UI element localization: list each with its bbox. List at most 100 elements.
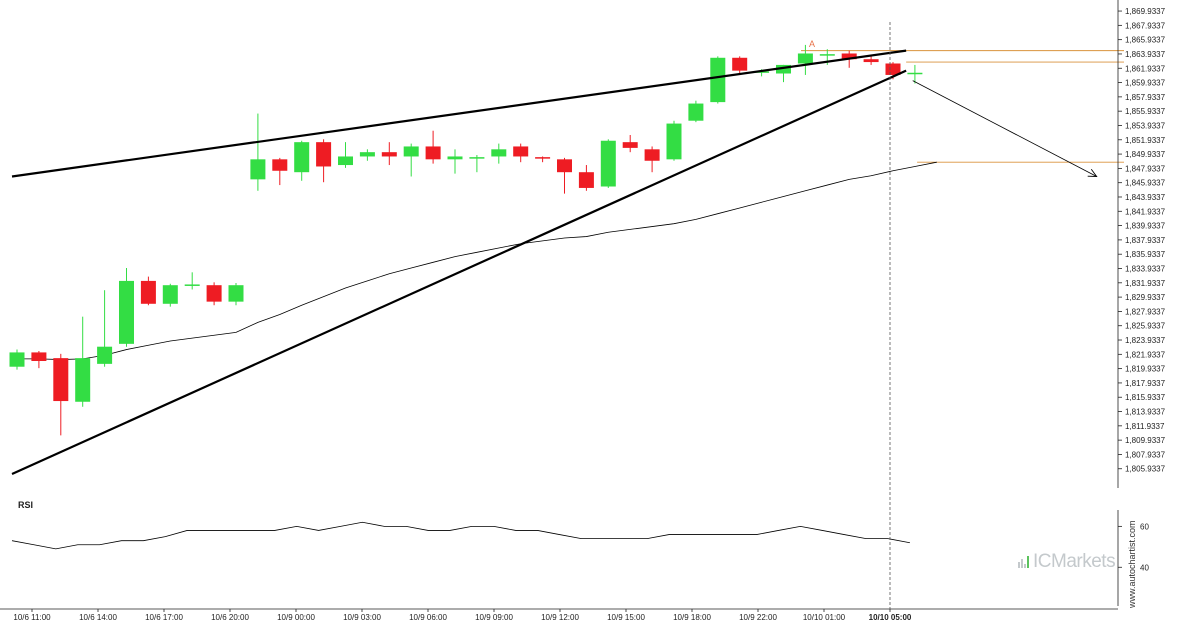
bullish-candle bbox=[338, 142, 353, 168]
price-tick-label: 1,847.9337 bbox=[1125, 164, 1166, 173]
candle-body bbox=[732, 57, 748, 71]
price-tick-label: 1,823.9337 bbox=[1125, 336, 1166, 345]
candle-body bbox=[294, 142, 310, 173]
candle-body bbox=[622, 142, 638, 148]
price-tick-label: 1,841.9337 bbox=[1125, 207, 1166, 216]
price-tick-label: 1,851.9337 bbox=[1125, 136, 1166, 145]
rsi-panel: RSI 60 40 bbox=[11, 500, 1149, 606]
forecast-arrow-head bbox=[1087, 169, 1098, 177]
bearish-candle bbox=[206, 282, 222, 306]
candle-body bbox=[666, 123, 682, 160]
price-tick-label: 1,845.9337 bbox=[1125, 179, 1166, 188]
price-tick-label: 1,849.9337 bbox=[1125, 150, 1166, 159]
price-tick-label: 1,825.9337 bbox=[1125, 322, 1166, 331]
bearish-candle bbox=[578, 165, 594, 191]
time-tick-label: 10/9 06:00 bbox=[409, 613, 447, 622]
time-axis: 10/6 11:00 10/6 14:00 10/6 17:00 10/6 20:00… bbox=[0, 608, 1118, 622]
bullish-candle bbox=[250, 113, 266, 191]
price-tick-label: 1,865.9337 bbox=[1125, 36, 1166, 45]
bullish-candle bbox=[162, 283, 178, 307]
bearish-candle bbox=[622, 135, 638, 153]
price-axis: 1,869.9337 1,867.9337 1,865.9337 1,863.9337… bbox=[1117, 0, 1166, 488]
broker-name: ICMarkets bbox=[1033, 551, 1116, 572]
price-tick-label: 1,837.9337 bbox=[1125, 236, 1166, 245]
candle-body bbox=[97, 346, 113, 364]
candle-body bbox=[162, 285, 178, 304]
time-tick-label: 10/9 18:00 bbox=[673, 613, 711, 622]
time-tick-label: 10/6 17:00 bbox=[145, 613, 183, 622]
price-tick-label: 1,863.9337 bbox=[1125, 50, 1166, 59]
candle-body bbox=[75, 358, 91, 402]
rsi-line bbox=[11, 521, 910, 550]
bearish-candle bbox=[732, 56, 748, 75]
bullish-candle bbox=[907, 64, 923, 84]
price-tick-label: 1,861.9337 bbox=[1125, 64, 1166, 73]
time-tick-label: 10/9 15:00 bbox=[607, 613, 645, 622]
bullish-candle bbox=[228, 283, 244, 306]
trendlines bbox=[11, 49, 907, 475]
rsi-tick-label: 60 bbox=[1140, 522, 1149, 531]
candle-body bbox=[644, 149, 660, 161]
rsi-tick-label: 40 bbox=[1140, 563, 1149, 572]
candle-body bbox=[140, 280, 156, 304]
price-tick-label: 1,855.9337 bbox=[1125, 107, 1166, 116]
broker-logo-icon bbox=[1018, 556, 1029, 568]
bearish-candle bbox=[316, 139, 332, 183]
bearish-candle bbox=[140, 276, 156, 306]
bullish-candle bbox=[9, 349, 25, 370]
candle-body bbox=[119, 280, 134, 344]
price-tick-label: 1,817.9337 bbox=[1125, 379, 1166, 388]
bearish-candle bbox=[272, 157, 288, 186]
time-tick-label: 10/9 09:00 bbox=[475, 613, 513, 622]
bullish-candle bbox=[688, 100, 704, 123]
candle-body bbox=[53, 358, 69, 402]
bullish-candle bbox=[600, 139, 616, 188]
forecast-arrow-line bbox=[912, 80, 1097, 177]
bullish-candle bbox=[666, 120, 682, 161]
price-tick-label: 1,857.9337 bbox=[1125, 93, 1166, 102]
candle-body bbox=[425, 146, 441, 160]
price-tick-label: 1,831.9337 bbox=[1125, 279, 1166, 288]
candle-body bbox=[31, 352, 47, 361]
candle-body bbox=[447, 156, 463, 160]
rsi-label: RSI bbox=[18, 500, 33, 510]
candle-body bbox=[885, 63, 901, 75]
time-tick-label: 10/6 11:00 bbox=[13, 613, 51, 622]
time-tick-label: 10/9 03:00 bbox=[343, 613, 381, 622]
candle-body bbox=[381, 152, 397, 157]
candle-body bbox=[403, 146, 419, 157]
time-tick-label: 10/10 05:00 bbox=[869, 613, 912, 622]
bullish-candle bbox=[447, 149, 463, 174]
bearish-candle bbox=[31, 350, 47, 369]
price-tick-label: 1,835.9337 bbox=[1125, 250, 1166, 259]
bullish-candle bbox=[797, 44, 813, 75]
candle-body bbox=[797, 53, 813, 64]
price-tick-label: 1,809.9337 bbox=[1125, 436, 1166, 445]
price-tick-label: 1,843.9337 bbox=[1125, 193, 1166, 202]
moving-average-line bbox=[17, 161, 937, 360]
resistance-trendline bbox=[11, 49, 907, 178]
bullish-candle bbox=[294, 140, 310, 181]
candle-body bbox=[272, 159, 288, 171]
price-tick-label: 1,833.9337 bbox=[1125, 265, 1166, 274]
time-tick-label: 10/9 00:00 bbox=[277, 613, 315, 622]
price-tick-label: 1,829.9337 bbox=[1125, 293, 1166, 302]
bearish-candle bbox=[535, 156, 551, 163]
time-tick-label: 10/9 12:00 bbox=[541, 613, 579, 622]
bearish-candle bbox=[381, 142, 397, 166]
bearish-candle bbox=[644, 146, 660, 173]
candle-body bbox=[710, 57, 726, 103]
price-tick-label: 1,859.9337 bbox=[1125, 79, 1166, 88]
price-tick-label: 1,853.9337 bbox=[1125, 121, 1166, 130]
price-tick-label: 1,867.9337 bbox=[1125, 21, 1166, 30]
candle-body bbox=[359, 152, 375, 157]
price-tick-label: 1,807.9337 bbox=[1125, 450, 1166, 459]
support-trendline bbox=[11, 69, 907, 475]
candle-body bbox=[776, 64, 791, 74]
horizontal-levels bbox=[801, 50, 1124, 163]
bullish-candle bbox=[403, 143, 419, 177]
bullish-candle bbox=[119, 268, 134, 347]
candle-body bbox=[578, 172, 594, 188]
